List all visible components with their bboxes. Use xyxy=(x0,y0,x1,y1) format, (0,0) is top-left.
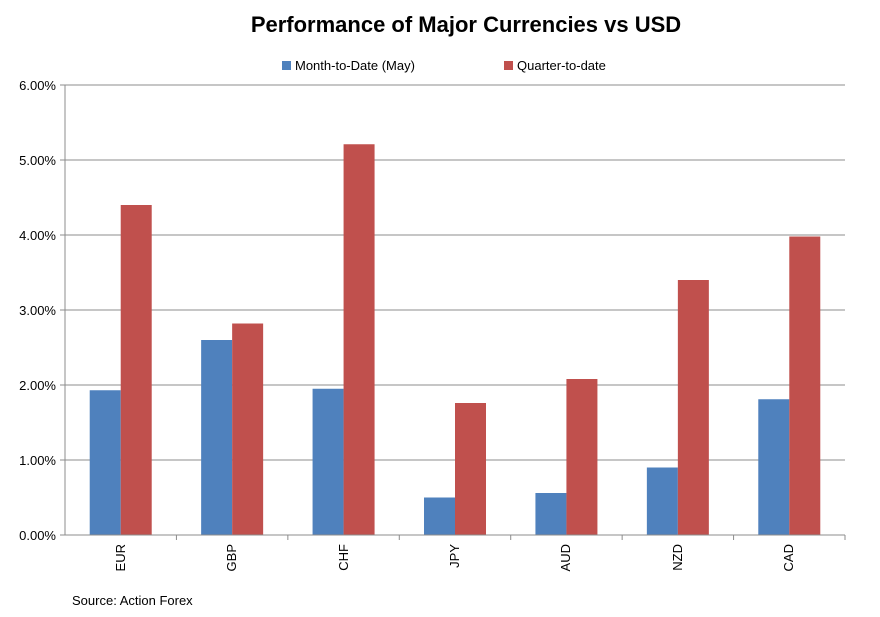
x-tick-label: GBP xyxy=(224,544,239,571)
bar-chf-mtd xyxy=(312,388,344,535)
bar-eur-mtd xyxy=(89,390,121,535)
legend-label-qtd: Quarter-to-date xyxy=(517,58,606,73)
axes xyxy=(64,85,845,536)
x-tick-label: AUD xyxy=(558,544,573,571)
legend-label-mtd: Month-to-Date (May) xyxy=(295,58,415,73)
bar-jpy-mtd xyxy=(424,497,455,535)
bar-gbp-mtd xyxy=(201,340,233,535)
x-tick-label: CAD xyxy=(781,544,796,571)
x-axis-ticks: EUR GBP CHF JPY AUD NZD CAD xyxy=(113,535,846,571)
x-tick-label: JPY xyxy=(447,544,462,568)
bar-chf-qtd xyxy=(343,144,375,535)
source-note: Source: Action Forex xyxy=(72,593,193,608)
bar-aud-mtd xyxy=(535,493,567,535)
bar-jpy-qtd xyxy=(455,403,486,535)
y-tick-label: 0.00% xyxy=(19,528,56,543)
y-tick-label: 4.00% xyxy=(19,228,56,243)
y-tick-label: 6.00% xyxy=(19,78,56,93)
y-tick-label: 3.00% xyxy=(19,303,56,318)
bar-eur-qtd xyxy=(120,205,152,535)
legend-swatch-qtd xyxy=(504,61,513,70)
bar-cad-mtd xyxy=(758,399,790,535)
y-tick-label: 2.00% xyxy=(19,378,56,393)
x-tick-label: CHF xyxy=(336,544,351,571)
y-tick-label: 1.00% xyxy=(19,453,56,468)
chart-title: Performance of Major Currencies vs USD xyxy=(251,12,681,37)
bar-nzd-mtd xyxy=(646,467,678,535)
y-axis-ticks: 0.00% 1.00% 2.00% 3.00% 4.00% 5.00% 6.00% xyxy=(19,78,65,543)
bar-cad-qtd xyxy=(789,236,821,535)
bar-nzd-qtd xyxy=(677,280,709,535)
bar-aud-qtd xyxy=(566,379,598,535)
bars xyxy=(89,144,821,535)
bar-gbp-qtd xyxy=(232,323,264,535)
legend-swatch-mtd xyxy=(282,61,291,70)
x-tick-label: EUR xyxy=(113,544,128,571)
y-tick-label: 5.00% xyxy=(19,153,56,168)
x-tick-label: NZD xyxy=(670,544,685,571)
gridlines xyxy=(65,84,845,461)
legend: Month-to-Date (May) Quarter-to-date xyxy=(282,58,606,73)
